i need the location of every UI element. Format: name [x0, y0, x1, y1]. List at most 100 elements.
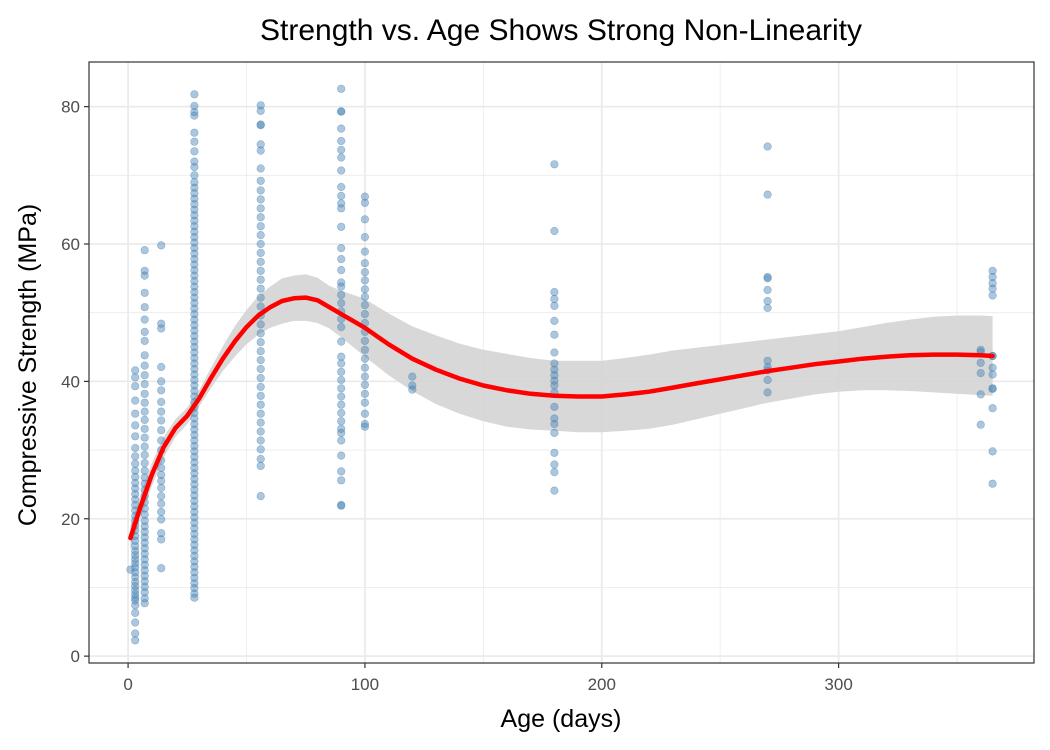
data-point	[157, 529, 166, 538]
data-point	[140, 336, 149, 346]
data-point	[337, 428, 346, 438]
data-point	[256, 146, 265, 155]
data-point	[360, 389, 370, 398]
data-point	[157, 386, 166, 395]
data-point	[988, 404, 997, 413]
panel-border	[88, 61, 1035, 664]
data-points	[126, 84, 997, 645]
data-point	[337, 84, 346, 93]
data-point	[360, 398, 370, 407]
data-point	[256, 461, 265, 471]
data-point	[140, 351, 149, 360]
data-point	[256, 266, 265, 275]
data-point	[140, 473, 149, 482]
data-point	[763, 356, 772, 365]
data-point	[256, 356, 265, 365]
data-point	[360, 380, 370, 389]
data-point	[131, 373, 140, 382]
data-point	[157, 476, 166, 486]
data-point	[190, 583, 199, 593]
data-point	[157, 319, 166, 328]
data-point	[976, 369, 985, 378]
data-point	[360, 276, 370, 285]
data-point	[763, 190, 772, 199]
data-point	[408, 385, 417, 394]
data-point	[550, 365, 559, 374]
data-point	[256, 373, 265, 383]
data-point	[131, 551, 140, 560]
data-point	[337, 408, 346, 418]
data-point	[550, 402, 559, 411]
data-point	[190, 107, 199, 117]
data-point	[360, 233, 370, 242]
data-point	[256, 320, 265, 329]
data-point	[157, 241, 166, 250]
data-point	[550, 460, 559, 469]
data-point	[256, 140, 265, 149]
data-point	[550, 348, 559, 357]
data-point	[140, 594, 149, 603]
data-point	[360, 247, 370, 256]
x-tick-label: 300	[824, 675, 852, 694]
data-point	[126, 565, 135, 574]
data-point	[256, 248, 265, 257]
data-point	[157, 416, 166, 425]
data-point	[131, 396, 140, 405]
data-point	[157, 324, 166, 333]
data-point	[337, 282, 346, 291]
data-point	[337, 352, 346, 361]
data-point	[550, 381, 559, 390]
data-point	[337, 359, 346, 368]
data-point	[131, 478, 140, 488]
data-point	[131, 536, 140, 545]
y-axis-title: Compressive Strength (MPa)	[14, 204, 42, 526]
data-point	[550, 226, 559, 236]
data-point	[157, 535, 166, 544]
data-point	[157, 499, 166, 508]
data-point	[988, 291, 997, 300]
data-point	[976, 358, 985, 367]
data-point	[256, 338, 265, 347]
data-point	[157, 470, 166, 479]
data-point	[140, 407, 149, 416]
data-point	[131, 568, 140, 577]
data-point	[988, 272, 997, 282]
data-point	[337, 136, 346, 146]
data-point	[131, 586, 140, 595]
data-point	[256, 391, 265, 400]
data-point	[157, 426, 166, 435]
data-point	[360, 259, 370, 268]
data-point	[337, 337, 346, 346]
data-point	[157, 362, 166, 372]
y-tick-label: 40	[61, 372, 80, 391]
data-point	[131, 596, 140, 605]
data-point	[337, 424, 346, 433]
data-point	[337, 392, 346, 401]
confidence-ribbon	[130, 274, 993, 550]
data-point	[988, 384, 997, 393]
data-point	[256, 302, 265, 311]
data-point	[337, 367, 346, 376]
data-point	[550, 316, 559, 326]
data-point	[140, 433, 149, 442]
data-point	[157, 515, 166, 524]
data-point	[131, 409, 140, 418]
data-point	[337, 436, 346, 445]
data-point	[190, 593, 199, 602]
data-point	[256, 257, 265, 267]
data-point	[360, 336, 370, 346]
data-point	[256, 239, 265, 249]
x-axis: 0 100 200 300	[123, 663, 853, 694]
data-point	[976, 345, 985, 354]
data-point	[988, 363, 997, 372]
data-point	[360, 292, 370, 302]
data-point	[550, 160, 559, 169]
data-point	[360, 215, 370, 224]
data-point	[337, 244, 346, 253]
data-point	[550, 448, 559, 457]
data-point	[337, 375, 346, 385]
y-tick-label: 80	[61, 98, 80, 117]
data-point	[140, 599, 149, 608]
data-point	[256, 427, 265, 436]
data-point	[976, 390, 985, 399]
